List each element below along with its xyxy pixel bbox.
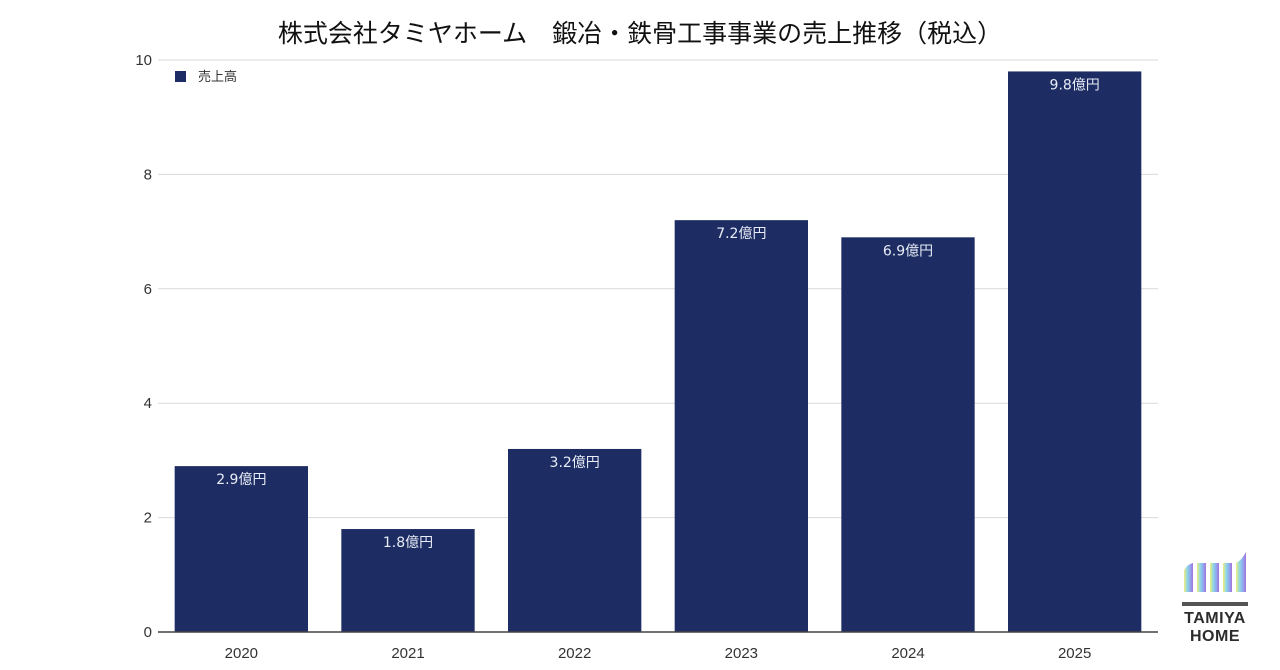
data-label-2022: 3.2億円	[550, 455, 600, 471]
tamiya-home-logo: TAMIYA HOME	[1175, 550, 1255, 646]
data-label-2024: 6.9億円	[883, 243, 933, 259]
data-label-2020: 2.9億円	[216, 472, 266, 488]
x-tick-label: 2025	[1058, 645, 1091, 662]
data-label-2023: 7.2億円	[716, 226, 766, 242]
bar-2022	[508, 448, 642, 632]
x-tick-label: 2020	[225, 645, 258, 662]
bar-2021	[341, 529, 475, 632]
y-tick-label: 0	[144, 624, 152, 641]
logo-text-line1: TAMIYA	[1184, 610, 1246, 627]
x-axis-ticks: 2020 2021 2022 2023 2024 2025	[225, 645, 1092, 662]
y-tick-label: 8	[144, 166, 152, 183]
bar-2025	[1008, 71, 1142, 632]
bar-2023	[674, 220, 808, 632]
y-tick-label: 2	[144, 510, 152, 527]
bar-2020	[174, 466, 308, 632]
x-tick-label: 2023	[725, 645, 758, 662]
x-tick-label: 2021	[391, 645, 424, 662]
y-tick-label: 10	[135, 52, 152, 69]
y-axis-ticks: 0 2 4 6 8 10	[135, 52, 152, 641]
legend-swatch	[175, 71, 186, 82]
legend: 売上高	[175, 69, 237, 85]
bar-2024	[841, 237, 975, 632]
y-tick-label: 6	[144, 281, 152, 298]
gridlines	[158, 59, 1158, 519]
data-label-2025: 9.8億円	[1050, 77, 1100, 93]
legend-label: 売上高	[198, 69, 237, 85]
data-label-2021: 1.8億円	[383, 535, 433, 551]
x-tick-label: 2022	[558, 645, 591, 662]
logo-text-line2: HOME	[1190, 628, 1240, 645]
x-tick-label: 2024	[891, 645, 924, 662]
y-tick-label: 4	[144, 395, 152, 412]
bars	[174, 71, 1142, 632]
chart-title: 株式会社タミヤホーム 鍛冶・鉄骨工事事業の売上推移（税込）	[277, 19, 1003, 48]
data-labels: 2.9億円 1.8億円 3.2億円 7.2億円 6.9億円 9.8億円	[216, 77, 1100, 551]
logo-mark-icon	[1184, 552, 1246, 592]
logo-divider	[1182, 602, 1248, 606]
